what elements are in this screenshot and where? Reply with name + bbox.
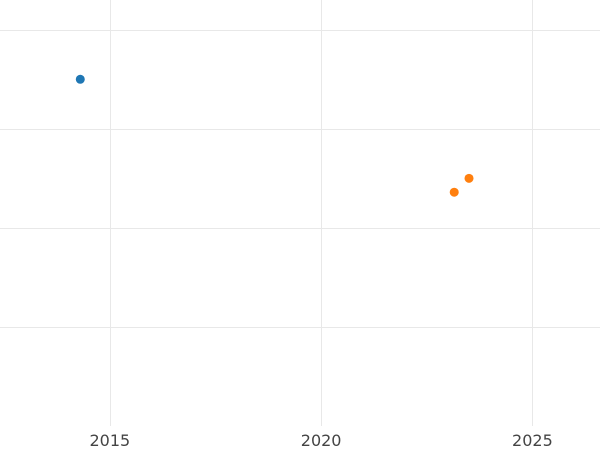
x-tick-label: 2015 bbox=[89, 431, 130, 450]
data-point-series-1-0 bbox=[449, 187, 459, 197]
data-points bbox=[75, 74, 474, 197]
x-gridlines bbox=[110, 0, 533, 426]
x-tick-label: 2020 bbox=[301, 431, 342, 450]
y-gridlines bbox=[0, 30, 600, 328]
x-tick-label: 2025 bbox=[512, 431, 553, 450]
data-point-series-1-1 bbox=[464, 173, 474, 183]
data-point-series-0-0 bbox=[75, 74, 85, 84]
x-tick-labels: 2015 2020 2025 bbox=[89, 431, 552, 450]
